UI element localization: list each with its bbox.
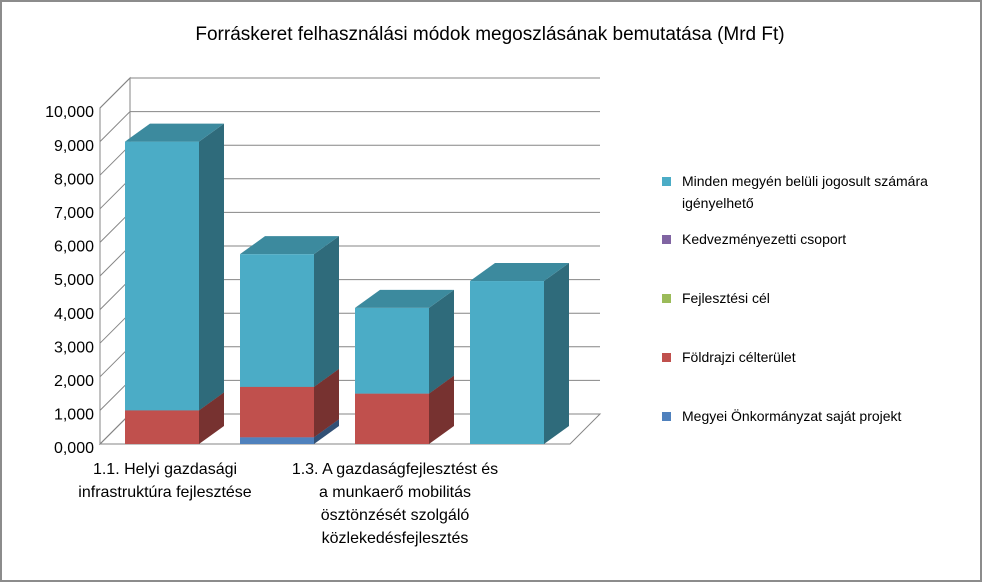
legend-item: Földrajzi célterület — [662, 346, 952, 368]
grid-line — [99, 77, 600, 109]
bar-segment — [125, 410, 199, 444]
bar-top — [125, 123, 224, 142]
bar-segment — [125, 141, 199, 411]
y-tick-label: 7,000 — [54, 205, 94, 222]
bar-side — [314, 419, 339, 444]
bar-side — [544, 263, 569, 444]
bar-segment — [355, 307, 429, 394]
bar-segment — [240, 386, 314, 438]
bar-segment — [240, 437, 314, 444]
bar-segment — [240, 254, 314, 387]
x-tick-label: 1.1. Helyi gazdasági infrastruktúra fejl… — [78, 461, 252, 501]
legend-swatch — [662, 177, 671, 186]
bar-side — [199, 123, 224, 411]
y-tick-label: 3,000 — [54, 339, 94, 356]
legend-label: Minden megyén belüli jogosult számára ig… — [682, 173, 928, 211]
legend-label: Földrajzi célterület — [682, 349, 796, 365]
y-tick-label: 8,000 — [54, 171, 94, 188]
y-tick-label: 6,000 — [54, 239, 94, 256]
bar-side — [314, 236, 339, 387]
legend-item: Minden megyén belüli jogosult számára ig… — [662, 170, 952, 214]
y-tick-label: 4,000 — [54, 306, 94, 323]
bar-side — [429, 375, 454, 444]
legend-swatch — [662, 294, 671, 303]
bar-top — [240, 236, 339, 255]
legend-swatch — [662, 353, 671, 362]
y-tick-label: 10,000 — [45, 104, 94, 121]
legend-swatch — [662, 412, 671, 421]
y-tick-label: 9,000 — [54, 138, 94, 155]
y-tick-label: 5,000 — [54, 272, 94, 289]
grid-line — [99, 111, 600, 142]
chart-title: Forráskeret felhasználási módok megoszlá… — [195, 24, 784, 45]
legend-item: Megyei Önkormányzat saját projekt — [662, 405, 952, 427]
legend-label: Kedvezményezetti csoport — [682, 231, 847, 247]
bar-segment — [470, 281, 544, 444]
legend-item: Fejlesztési cél — [662, 287, 952, 309]
y-tick-label: 1,000 — [54, 407, 94, 424]
legend-item: Kedvezményezetti csoport — [662, 228, 952, 250]
bar-top — [470, 263, 569, 282]
bar-side — [314, 368, 339, 438]
x-tick-label: 1.3. A gazdaságfejlesztést és a munkaerő… — [291, 461, 499, 547]
legend-label: Megyei Önkormányzat saját projekt — [682, 408, 902, 424]
legend-label: Fejlesztési cél — [682, 290, 770, 306]
bar-segment — [355, 393, 429, 444]
bar-top — [355, 289, 454, 308]
bar-side — [429, 289, 454, 394]
bar-side — [199, 392, 224, 444]
legend-swatch — [662, 235, 671, 244]
y-tick-label: 0,000 — [54, 440, 94, 457]
y-tick-label: 2,000 — [54, 373, 94, 390]
